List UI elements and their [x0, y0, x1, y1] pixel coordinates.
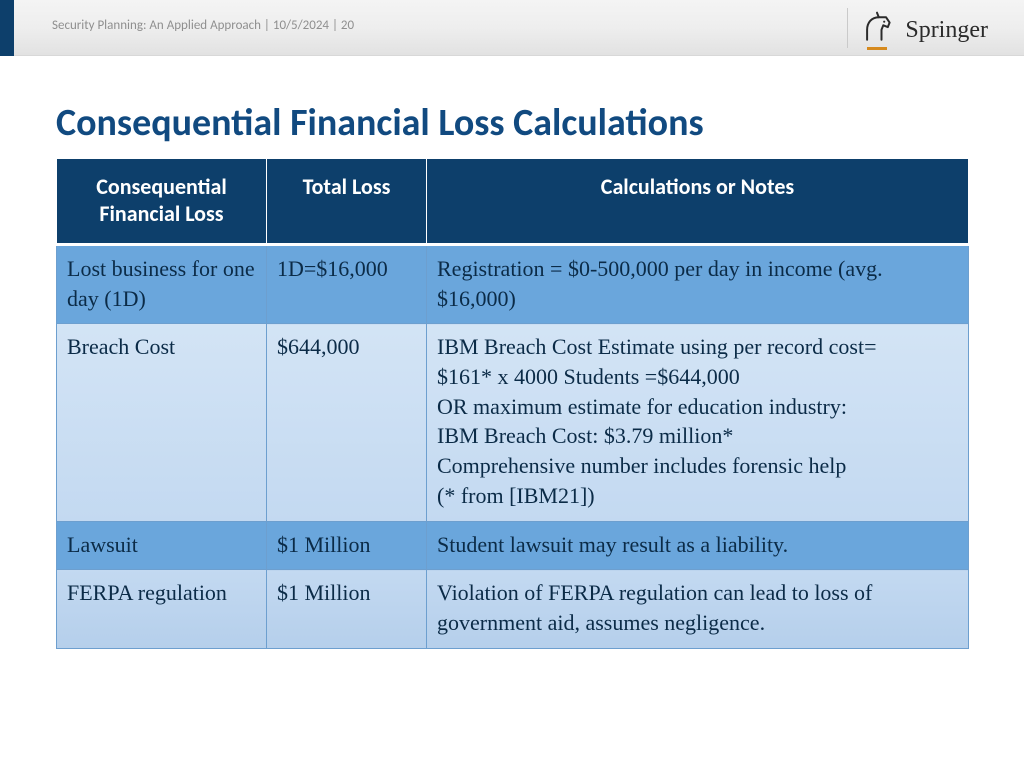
logo-underline: [867, 47, 887, 50]
cell-notes: Registration = $0-500,000 per day in inc…: [427, 245, 969, 324]
table-row: Lawsuit $1 Million Student lawsuit may r…: [57, 521, 969, 570]
cell-total: $1 Million: [267, 570, 427, 648]
publisher-divider: [847, 8, 848, 48]
cell-notes: Violation of FERPA regulation can lead t…: [427, 570, 969, 648]
cell-total: $1 Million: [267, 521, 427, 570]
cell-notes: Student lawsuit may result as a liabilit…: [427, 521, 969, 570]
header-bar: Security Planning: An Applied Approach |…: [0, 0, 1024, 56]
springer-horse-icon: [859, 10, 895, 50]
cell-loss: Lawsuit: [57, 521, 267, 570]
publisher-block: Springer: [859, 10, 988, 50]
col-header-total: Total Loss: [267, 159, 427, 245]
cell-total: 1D=$16,000: [267, 245, 427, 324]
slide-title: Consequential Financial Loss Calculation…: [56, 100, 704, 146]
table-row: FERPA regulation $1 Million Violation of…: [57, 570, 969, 648]
table-row: Breach Cost $644,000 IBM Breach Cost Est…: [57, 324, 969, 521]
col-header-loss: Consequential Financial Loss: [57, 159, 267, 245]
table-header-row: Consequential Financial Loss Total Loss …: [57, 159, 969, 245]
cell-notes: IBM Breach Cost Estimate using per recor…: [427, 324, 969, 521]
slide: Security Planning: An Applied Approach |…: [0, 0, 1024, 768]
cell-loss: Lost business for one day (1D): [57, 245, 267, 324]
cell-loss: FERPA regulation: [57, 570, 267, 648]
cell-loss: Breach Cost: [57, 324, 267, 521]
header-breadcrumb: Security Planning: An Applied Approach |…: [52, 18, 354, 33]
col-header-notes: Calculations or Notes: [427, 159, 969, 245]
cell-total: $644,000: [267, 324, 427, 521]
accent-strip: [0, 0, 14, 56]
publisher-name: Springer: [905, 17, 988, 44]
loss-table: Consequential Financial Loss Total Loss …: [56, 158, 969, 649]
table-row: Lost business for one day (1D) 1D=$16,00…: [57, 245, 969, 324]
